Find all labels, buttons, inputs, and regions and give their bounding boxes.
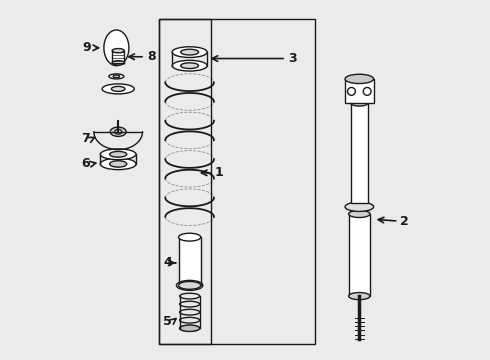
Text: 5: 5 [163, 315, 172, 328]
Ellipse shape [348, 293, 370, 300]
Ellipse shape [104, 30, 129, 66]
Text: 6: 6 [81, 157, 90, 170]
Ellipse shape [102, 84, 134, 94]
Bar [159, 19, 315, 344]
Ellipse shape [181, 49, 198, 55]
Ellipse shape [172, 47, 207, 58]
Ellipse shape [113, 75, 120, 78]
Text: 4: 4 [163, 256, 172, 269]
Text: 8: 8 [147, 50, 155, 63]
Ellipse shape [178, 233, 201, 241]
Ellipse shape [100, 158, 136, 170]
Ellipse shape [115, 130, 122, 134]
Ellipse shape [180, 301, 199, 307]
Ellipse shape [181, 63, 198, 68]
Ellipse shape [109, 74, 124, 79]
Ellipse shape [110, 152, 127, 157]
Ellipse shape [180, 325, 199, 331]
Ellipse shape [345, 74, 373, 84]
Ellipse shape [345, 202, 373, 211]
Ellipse shape [180, 293, 199, 299]
Ellipse shape [110, 161, 127, 167]
Ellipse shape [180, 309, 199, 315]
Ellipse shape [110, 127, 126, 136]
Text: 7: 7 [81, 132, 90, 145]
Text: 1: 1 [215, 166, 223, 179]
Text: 9: 9 [83, 41, 92, 54]
Bar [351, 103, 368, 203]
Circle shape [363, 87, 371, 95]
Bar [159, 19, 211, 344]
Bar [345, 79, 373, 103]
Ellipse shape [100, 149, 136, 159]
Ellipse shape [178, 282, 201, 289]
Text: 2: 2 [400, 215, 409, 228]
Ellipse shape [351, 100, 368, 106]
Ellipse shape [112, 61, 124, 65]
Circle shape [347, 87, 355, 95]
Ellipse shape [112, 49, 124, 53]
Ellipse shape [180, 318, 199, 323]
Ellipse shape [180, 325, 199, 332]
Ellipse shape [111, 86, 125, 91]
Ellipse shape [348, 210, 370, 217]
Bar [348, 214, 370, 296]
Ellipse shape [172, 60, 207, 71]
Bar [178, 237, 201, 285]
Text: 3: 3 [288, 52, 296, 65]
